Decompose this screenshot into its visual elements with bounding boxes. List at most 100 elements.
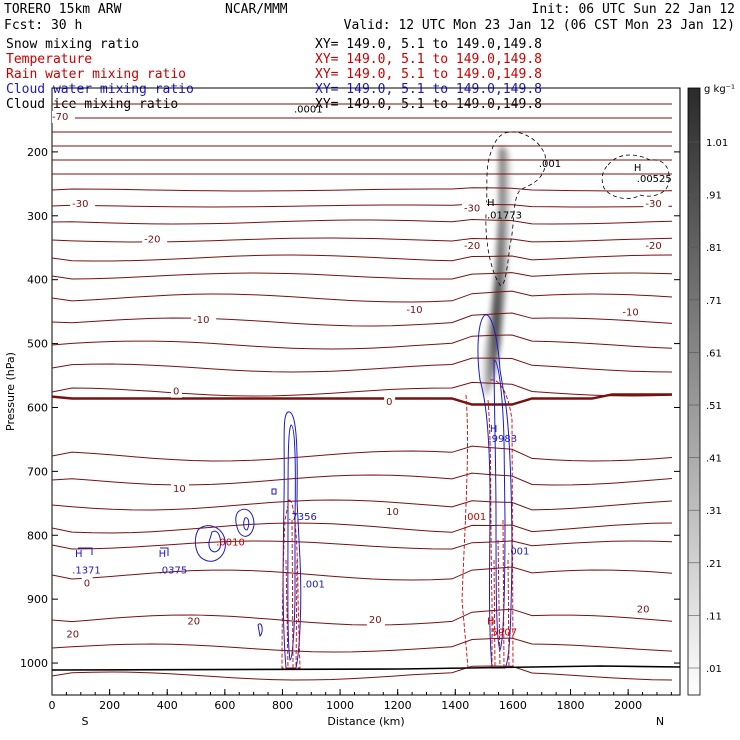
temperature-label-bg <box>191 314 217 327</box>
field-annotation: H <box>75 549 83 560</box>
legend-label: Cloud water mixing ratio <box>6 82 194 97</box>
rain-water-contour <box>497 539 501 669</box>
rain-water-contour <box>487 399 493 668</box>
temperature-label: 10 <box>173 484 186 495</box>
org-label: NCAR/MMM <box>225 2 288 17</box>
temperature-label: 0 <box>386 397 392 408</box>
rain-water-contour <box>502 519 505 669</box>
colorbar-tick-label: .61 <box>706 348 722 359</box>
colorbar-tick-label: .11 <box>706 611 722 622</box>
temperature-isotherm <box>52 187 673 192</box>
x-tick-label: 1000 <box>326 699 354 712</box>
temperature-label-bg <box>643 240 669 253</box>
field-annotation: .0010 <box>216 537 245 548</box>
rain-water-contour <box>291 519 294 669</box>
valid-time: Valid: 12 UTC Mon 23 Jan 12 (06 CST Mon … <box>344 18 735 33</box>
temperature-label: -20 <box>144 235 160 246</box>
colorbar-tick-label: .81 <box>706 243 722 254</box>
legend-xy: XY= 149.0, 5.1 to 149.0,149.8 <box>315 37 542 52</box>
legend-label: Temperature <box>6 52 92 67</box>
rain-water-contour <box>507 559 510 669</box>
temperature-isotherm <box>52 203 673 208</box>
x-tick-label: 400 <box>157 699 178 712</box>
temperature-isotherm <box>52 254 673 262</box>
temperature-isotherm <box>52 381 673 397</box>
y-tick-label: 800 <box>27 529 48 542</box>
forecast-hour: Fcst: 30 h <box>4 18 82 33</box>
temperature-label: -10 <box>193 315 209 326</box>
field-annotation: H <box>490 424 498 435</box>
field-annotation: .0375 <box>159 566 188 577</box>
field-annotation: H <box>487 617 495 628</box>
field-annotation: .00525 <box>637 174 672 185</box>
legend-label: Snow mixing ratio <box>6 37 139 52</box>
temperature-contours <box>52 103 673 681</box>
legend-xy: XY= 149.0, 5.1 to 149.0,149.8 <box>315 67 542 82</box>
x-tick-label: 2000 <box>614 699 642 712</box>
temperature-label-bg <box>461 240 487 253</box>
colorbar-tick-label: .41 <box>706 454 722 465</box>
temperature-label: 20 <box>369 615 382 626</box>
temperature-isotherm <box>52 637 673 653</box>
y-tick-label: 900 <box>27 593 48 606</box>
legend-xy: XY= 149.0, 5.1 to 149.0,149.8 <box>315 52 542 67</box>
temperature-label-bg <box>81 577 93 590</box>
temperature-label-bg <box>366 613 385 626</box>
temperature-label-bg <box>170 385 182 398</box>
cloud-water-contour <box>194 525 226 562</box>
field-annotation: .001 <box>539 159 561 170</box>
south-label: S <box>82 715 89 728</box>
temperature-isotherm <box>52 665 673 681</box>
field-annotation: .01773 <box>487 210 522 221</box>
temperature-label: -30 <box>72 199 88 210</box>
legend: Snow mixing ratio XY= 149.0, 5.1 to 149.0… <box>6 37 542 112</box>
temperature-label-bg <box>643 197 669 210</box>
temperature-label-bg <box>404 303 430 316</box>
field-annotation: .5907 <box>488 628 517 639</box>
temperature-label-bg <box>52 110 75 123</box>
temperature-label: 20 <box>637 605 650 616</box>
field-annotation: .0001 <box>294 104 323 115</box>
rain-water-contour <box>489 379 514 669</box>
y-tick-label: 600 <box>27 401 48 414</box>
temperature-label-bg <box>461 202 487 215</box>
field-annotation: .001 <box>507 546 529 557</box>
temperature-label: 10 <box>386 507 399 518</box>
x-tick-label: 1800 <box>557 699 585 712</box>
cloud-water-contour <box>271 488 277 495</box>
temperature-label: -30 <box>464 203 480 214</box>
x-tick-label: 800 <box>272 699 293 712</box>
field-annotation: .1371 <box>72 566 101 577</box>
cloud-water-contour <box>257 623 263 638</box>
field-annotation: H <box>634 163 642 174</box>
temperature-label-bg <box>142 233 168 246</box>
temperature-isotherm <box>52 334 673 350</box>
colorbar <box>687 87 701 696</box>
colorbar-unit: g kg⁻¹ <box>704 84 735 95</box>
cloud-water-contours <box>78 314 513 669</box>
x-tick-label: 600 <box>214 699 235 712</box>
snow-shading <box>481 147 512 395</box>
plot-frame <box>51 87 681 696</box>
temperature-label: 20 <box>187 617 200 628</box>
y-tick-label: 500 <box>27 338 48 351</box>
colorbar-tick-label: .91 <box>706 191 722 202</box>
field-annotation: H <box>159 549 167 560</box>
temperature-label-bg <box>185 615 204 628</box>
field-annotation: .7356 <box>288 512 317 523</box>
terrain-line <box>52 665 680 671</box>
x-axis-label: Distance (km) <box>327 715 404 728</box>
cloud-ice-contours <box>485 131 670 286</box>
temperature-label-bg <box>634 603 653 616</box>
x-tick-label: 0 <box>49 699 56 712</box>
cloud-water-contour <box>208 530 221 553</box>
cloud-water-contour <box>287 424 296 661</box>
x-tick-label: 1200 <box>384 699 412 712</box>
x-tick-label: 1600 <box>499 699 527 712</box>
colorbar-tick-label: .31 <box>706 506 722 517</box>
y-tick-label: 1000 <box>20 657 48 670</box>
rain-water-contour <box>461 394 469 669</box>
temperature-label-bg <box>384 395 396 408</box>
temperature-label: -30 <box>645 199 661 210</box>
temperature-isotherm <box>52 499 673 511</box>
